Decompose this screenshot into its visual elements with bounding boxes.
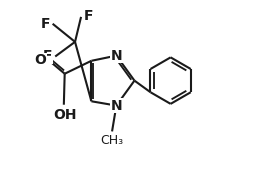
Text: CH₃: CH₃ [101, 134, 124, 147]
Text: OH: OH [53, 108, 77, 122]
Text: N: N [111, 99, 122, 113]
Text: F: F [43, 50, 53, 64]
Text: N: N [111, 49, 122, 63]
Text: O: O [35, 53, 47, 67]
Text: F: F [84, 9, 94, 23]
Text: F: F [41, 17, 50, 31]
